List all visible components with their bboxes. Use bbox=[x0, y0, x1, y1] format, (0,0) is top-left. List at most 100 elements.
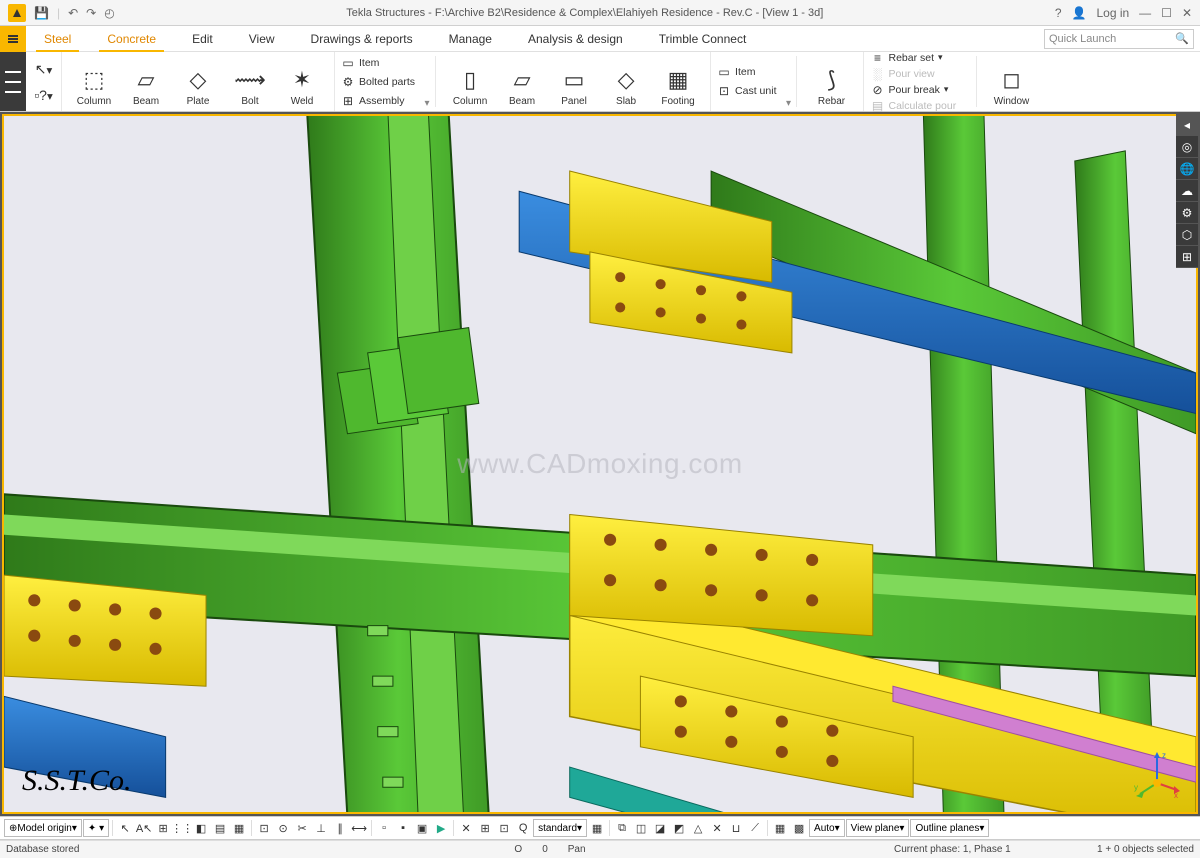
help-tool-icon[interactable]: ▫?▾ bbox=[34, 87, 53, 103]
rebar-pour-break-button[interactable]: ⊘Pour break ▾ bbox=[870, 83, 968, 97]
user-icon[interactable]: 👤 bbox=[1072, 6, 1087, 20]
bt-b2-icon[interactable]: ▪ bbox=[394, 819, 412, 837]
ribbon: ↖▾ ▫?▾ ⬚Column▱Beam◇Plate⟿Bolt✶Weld ▭Ite… bbox=[0, 52, 1200, 112]
tab-analysis-design[interactable]: Analysis & design bbox=[510, 26, 641, 51]
outline-select[interactable]: Outline planes ▾ bbox=[910, 819, 989, 837]
status-phase: Current phase: 1, Phase 1 bbox=[894, 844, 1011, 855]
steel-beam-button[interactable]: ▱Beam bbox=[120, 54, 172, 109]
standard-select[interactable]: standard ▾ bbox=[533, 819, 587, 837]
bt-snap1-icon[interactable]: ⊡ bbox=[255, 819, 273, 837]
maximize-icon[interactable]: ☐ bbox=[1161, 6, 1172, 20]
sel4-icon[interactable]: ◩ bbox=[670, 819, 688, 837]
steel-bolt-button[interactable]: ⟿Bolt bbox=[224, 54, 276, 109]
bt-a-icon[interactable]: A↖ bbox=[135, 819, 153, 837]
bt-dim-icon[interactable]: ⟷ bbox=[350, 819, 368, 837]
concrete-beam-button[interactable]: ▱Beam bbox=[496, 54, 548, 109]
bt-table-icon[interactable]: ▦ bbox=[230, 819, 248, 837]
steel-column-button[interactable]: ⬚Column bbox=[68, 54, 120, 109]
concrete-item-button[interactable]: ▭Item bbox=[717, 64, 776, 81]
close-icon[interactable]: ✕ bbox=[1182, 6, 1192, 20]
corner-logo: S.S.T.Co. bbox=[22, 764, 131, 798]
svg-text:y: y bbox=[1134, 783, 1138, 792]
bt-b1-icon[interactable]: ▫ bbox=[375, 819, 393, 837]
tab-trimble-connect[interactable]: Trimble Connect bbox=[641, 26, 765, 51]
status-o: O bbox=[514, 844, 522, 855]
rp-target-icon[interactable]: ◎ bbox=[1176, 136, 1198, 158]
bt-f-icon[interactable]: ▦ bbox=[588, 819, 606, 837]
login-link[interactable]: Log in bbox=[1096, 6, 1129, 20]
axis-widget[interactable]: z x y bbox=[1132, 748, 1182, 798]
bt-x-icon[interactable]: ✕ bbox=[457, 819, 475, 837]
sel3-icon[interactable]: ◪ bbox=[651, 819, 669, 837]
rp-grid-icon[interactable]: ⊞ bbox=[1176, 246, 1198, 268]
bt-g5-icon[interactable]: ⊡ bbox=[495, 819, 513, 837]
3d-viewport[interactable]: www.CADmoxing.com S.S.T.Co. z x y bbox=[2, 114, 1198, 814]
concrete-slab-button[interactable]: ◇Slab bbox=[600, 54, 652, 109]
steel-bolted-parts-button[interactable]: ⚙Bolted parts bbox=[341, 73, 415, 90]
concrete-footing-button[interactable]: ▦Footing bbox=[652, 54, 704, 109]
bt-qc-icon[interactable]: Q bbox=[514, 819, 532, 837]
arrow-tool-icon[interactable]: ↖▾ bbox=[35, 61, 53, 78]
steel-weld-button[interactable]: ✶Weld bbox=[276, 54, 328, 109]
sel6-icon[interactable]: ✕ bbox=[708, 819, 726, 837]
help-icon[interactable]: ? bbox=[1055, 6, 1062, 20]
redo-icon[interactable]: ↷ bbox=[86, 6, 96, 20]
steel-plate-button[interactable]: ◇Plate bbox=[172, 54, 224, 109]
toggle-select[interactable]: ✦ ▾ bbox=[83, 819, 109, 837]
quick-launch-search[interactable]: Quick Launch🔍 bbox=[1044, 29, 1194, 49]
ribbon-collapse[interactable] bbox=[0, 52, 26, 111]
sel2-icon[interactable]: ◫ bbox=[632, 819, 650, 837]
window-button[interactable]: ◻Window bbox=[985, 54, 1037, 109]
sel7-icon[interactable]: ⊔ bbox=[727, 819, 745, 837]
rp-globe-icon[interactable]: 🌐 bbox=[1176, 158, 1198, 180]
bt-box-icon[interactable]: ◧ bbox=[192, 819, 210, 837]
concrete-column-button[interactable]: ▯Column bbox=[444, 54, 496, 109]
bt-perp-icon[interactable]: ⊥ bbox=[312, 819, 330, 837]
rebar-rebar-set-button[interactable]: ≡Rebar set ▾ bbox=[870, 51, 968, 65]
bt-green-icon[interactable]: ▶ bbox=[432, 819, 450, 837]
undo-icon[interactable]: ↶ bbox=[68, 6, 78, 20]
statusbar: Database stored O 0 Pan Current phase: 1… bbox=[0, 840, 1200, 858]
viewplane-select[interactable]: View plane ▾ bbox=[846, 819, 910, 837]
tab-concrete[interactable]: Concrete bbox=[89, 26, 174, 51]
rp-cube-icon[interactable]: ⬡ bbox=[1176, 224, 1198, 246]
tab-manage[interactable]: Manage bbox=[431, 26, 510, 51]
bt-g4-icon[interactable]: ⊞ bbox=[476, 819, 494, 837]
v2-icon[interactable]: ▩ bbox=[790, 819, 808, 837]
tab-view[interactable]: View bbox=[231, 26, 293, 51]
minimize-icon[interactable]: — bbox=[1139, 6, 1151, 20]
steel-assembly-button[interactable]: ⊞Assembly bbox=[341, 92, 415, 109]
sel8-icon[interactable]: ⟋ bbox=[746, 819, 764, 837]
rebar-pour-view-button: ░Pour view bbox=[870, 67, 968, 81]
tab-drawings-reports[interactable]: Drawings & reports bbox=[293, 26, 431, 51]
sel5-icon[interactable]: △ bbox=[689, 819, 707, 837]
steel-item-button[interactable]: ▭Item bbox=[341, 54, 415, 71]
rp-arrow-icon[interactable]: ◂ bbox=[1176, 114, 1198, 136]
bt-cut-icon[interactable]: ✂ bbox=[293, 819, 311, 837]
rp-cloud-icon[interactable]: ☁ bbox=[1176, 180, 1198, 202]
bt-grid-icon[interactable]: ⊞ bbox=[154, 819, 172, 837]
file-menu[interactable] bbox=[0, 26, 26, 52]
status-zero: 0 bbox=[542, 844, 548, 855]
concrete-group-end[interactable]: ▾ bbox=[782, 52, 794, 111]
tab-steel[interactable]: Steel bbox=[26, 26, 89, 51]
concrete-cast-unit-button[interactable]: ⊡Cast unit bbox=[717, 83, 776, 100]
steel-group-end[interactable]: ▾ bbox=[421, 52, 433, 111]
bt-layer-icon[interactable]: ▤ bbox=[211, 819, 229, 837]
v1-icon[interactable]: ▦ bbox=[771, 819, 789, 837]
concrete-panel-button[interactable]: ▭Panel bbox=[548, 54, 600, 109]
app-icon[interactable] bbox=[8, 4, 26, 22]
auto-select[interactable]: Auto ▾ bbox=[809, 819, 845, 837]
save-icon[interactable]: 💾 bbox=[34, 6, 49, 20]
model-origin-select[interactable]: ⊕ Model origin ▾ bbox=[4, 819, 82, 837]
history-icon[interactable]: ◴ bbox=[104, 6, 114, 20]
rebar-button[interactable]: ⟆Rebar bbox=[805, 54, 857, 109]
rp-gear-icon[interactable]: ⚙ bbox=[1176, 202, 1198, 224]
bt-dots-icon[interactable]: ⋮⋮ bbox=[173, 819, 191, 837]
bt-b3-icon[interactable]: ▣ bbox=[413, 819, 431, 837]
sel1-icon[interactable]: ⧉ bbox=[613, 819, 631, 837]
bt-snap2-icon[interactable]: ⊙ bbox=[274, 819, 292, 837]
tab-edit[interactable]: Edit bbox=[174, 26, 231, 51]
bt-para-icon[interactable]: ∥ bbox=[331, 819, 349, 837]
bt-arrow-icon[interactable]: ↖ bbox=[116, 819, 134, 837]
